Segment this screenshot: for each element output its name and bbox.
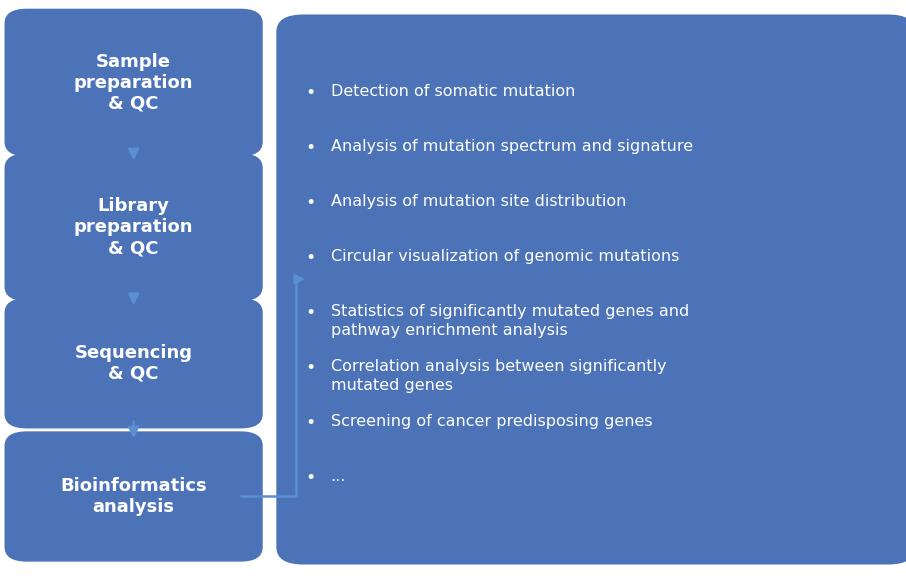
Text: ...: ... [331,469,346,484]
Text: •: • [305,194,316,212]
Text: Statistics of significantly mutated genes and
pathway enrichment analysis: Statistics of significantly mutated gene… [331,304,689,338]
Text: •: • [305,304,316,322]
Text: •: • [305,414,316,432]
Text: Analysis of mutation spectrum and signature: Analysis of mutation spectrum and signat… [331,139,693,154]
Text: •: • [305,469,316,487]
Text: •: • [305,249,316,267]
Text: Correlation analysis between significantly
mutated genes: Correlation analysis between significant… [331,359,666,393]
Text: Library
preparation
& QC: Library preparation & QC [74,197,193,257]
Text: Detection of somatic mutation: Detection of somatic mutation [331,84,575,99]
Text: Analysis of mutation site distribution: Analysis of mutation site distribution [331,194,626,209]
Text: •: • [305,139,316,157]
FancyBboxPatch shape [5,153,263,301]
Text: Sequencing
& QC: Sequencing & QC [74,344,193,383]
Text: Bioinformatics
analysis: Bioinformatics analysis [61,477,207,516]
Text: Circular visualization of genomic mutations: Circular visualization of genomic mutati… [331,249,680,264]
Text: Sample
preparation
& QC: Sample preparation & QC [74,53,193,112]
Text: •: • [305,359,316,377]
FancyBboxPatch shape [5,9,263,156]
Text: Screening of cancer predisposing genes: Screening of cancer predisposing genes [331,414,652,429]
FancyBboxPatch shape [276,14,906,565]
FancyBboxPatch shape [5,431,263,562]
Text: •: • [305,84,316,102]
FancyBboxPatch shape [5,298,263,428]
